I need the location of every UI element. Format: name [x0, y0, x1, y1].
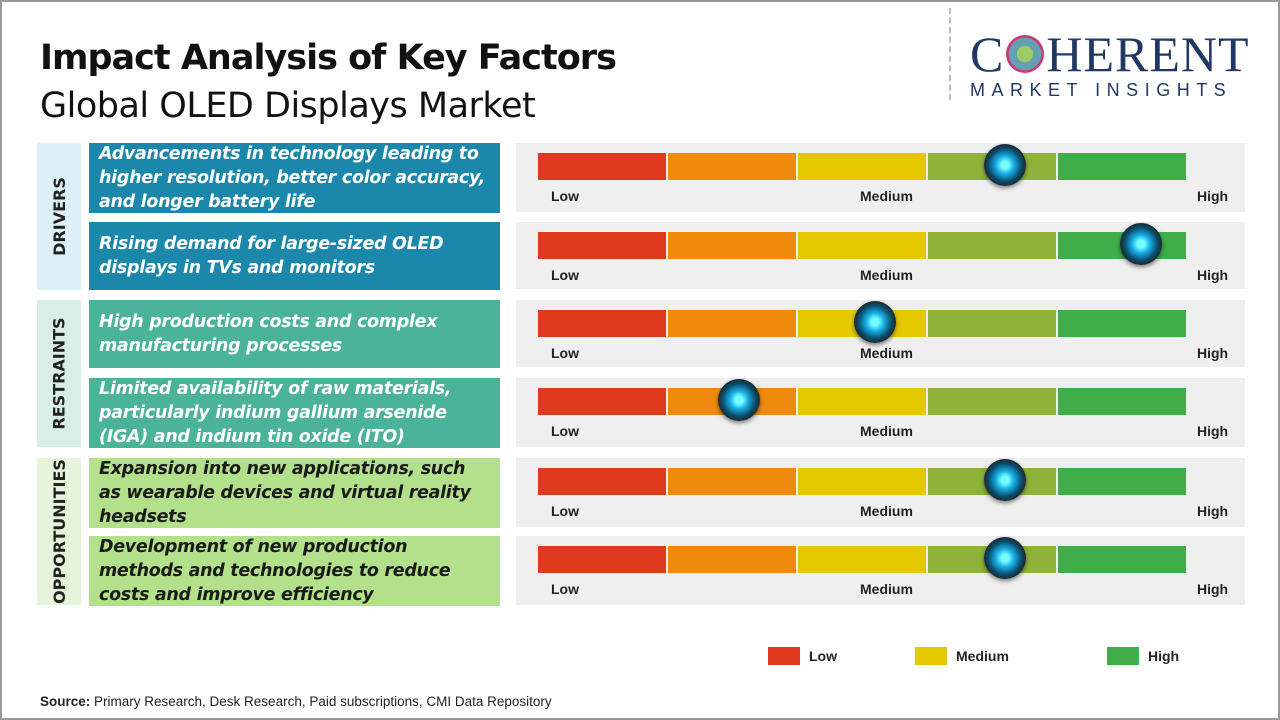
impact-segment — [798, 153, 926, 180]
legend-swatch — [768, 647, 800, 665]
scale-label-low: Low — [551, 188, 579, 204]
logo-text-right: HERENT — [1046, 26, 1250, 82]
scale-label-high: High — [1197, 581, 1229, 597]
page-subtitle: Global OLED Displays Market — [40, 86, 536, 126]
source-note: Source: Primary Research, Desk Research,… — [40, 694, 552, 709]
factor-text: Rising demand for large-sized OLED displ… — [89, 222, 500, 290]
impact-bar — [538, 546, 1186, 573]
divider — [949, 8, 951, 100]
impact-scale: Low Medium High — [516, 222, 1245, 289]
impact-scale: Low Medium High — [516, 300, 1245, 367]
impact-bar — [538, 468, 1186, 495]
scale-label-medium: Medium — [860, 423, 913, 439]
legend-item-low: Low — [768, 647, 837, 665]
impact-segment — [928, 232, 1056, 259]
impact-segment — [538, 388, 666, 415]
scale-label-low: Low — [551, 267, 579, 283]
impact-segment — [668, 310, 796, 337]
impact-bar — [538, 388, 1186, 415]
impact-scale: Low Medium High — [516, 536, 1245, 605]
legend-swatch — [915, 647, 947, 665]
impact-segment — [668, 546, 796, 573]
logo-text-left: C — [970, 26, 1005, 82]
impact-segment — [538, 310, 666, 337]
page-title: Impact Analysis of Key Factors — [40, 38, 617, 78]
factor-text: High production costs and complex manufa… — [89, 300, 500, 368]
factor-text: Advancements in technology leading to hi… — [89, 143, 500, 213]
logo-subtext: MARKET INSIGHTS — [970, 80, 1233, 100]
scale-label-medium: Medium — [860, 345, 913, 361]
impact-segment — [1058, 546, 1186, 573]
scale-label-medium: Medium — [860, 188, 913, 204]
impact-segment — [668, 468, 796, 495]
scale-label-high: High — [1197, 188, 1229, 204]
scale-label-low: Low — [551, 423, 579, 439]
scale-label-low: Low — [551, 581, 579, 597]
impact-segment — [538, 546, 666, 573]
impact-scale: Low Medium High — [516, 458, 1245, 527]
scale-label-high: High — [1197, 503, 1229, 519]
impact-segment — [928, 310, 1056, 337]
category-drivers: DRIVERS — [37, 143, 81, 290]
impact-segment — [538, 468, 666, 495]
scale-label-high: High — [1197, 345, 1229, 361]
impact-scale: Low Medium High — [516, 143, 1245, 212]
scale-label-medium: Medium — [860, 581, 913, 597]
scale-label-high: High — [1197, 423, 1229, 439]
category-opportunities: OPPORTUNITIES — [37, 458, 81, 605]
impact-indicator — [853, 301, 896, 343]
impact-segment — [1058, 153, 1186, 180]
scale-label-high: High — [1197, 267, 1229, 283]
scale-label-medium: Medium — [860, 267, 913, 283]
legend-item-high: High — [1107, 647, 1179, 665]
impact-segment — [668, 153, 796, 180]
factor-text: Development of new production methods an… — [89, 536, 500, 606]
category-label: OPPORTUNITIES — [49, 459, 69, 604]
impact-indicator — [983, 144, 1026, 186]
legend-item-medium: Medium — [915, 647, 1009, 665]
impact-segment — [798, 468, 926, 495]
impact-scale: Low Medium High — [516, 378, 1245, 447]
globe-icon — [1006, 35, 1045, 73]
impact-bar — [538, 232, 1186, 259]
scale-label-medium: Medium — [860, 503, 913, 519]
scale-label-low: Low — [551, 345, 579, 361]
category-restraints: RESTRAINTS — [37, 300, 81, 447]
factor-text: Limited availability of raw materials, p… — [89, 378, 500, 448]
impact-segment — [798, 546, 926, 573]
factor-text: Expansion into new applications, such as… — [89, 458, 500, 528]
category-label: DRIVERS — [49, 177, 69, 256]
impact-segment — [1058, 468, 1186, 495]
impact-segment — [798, 388, 926, 415]
impact-segment — [798, 232, 926, 259]
impact-bar — [538, 153, 1186, 180]
logo: C HERENT MARKET INSIGHTS — [970, 26, 1260, 101]
impact-segment — [1058, 388, 1186, 415]
impact-segment — [1058, 310, 1186, 337]
impact-indicator — [983, 537, 1026, 579]
impact-segment — [538, 153, 666, 180]
impact-segment — [538, 232, 666, 259]
impact-bar — [538, 310, 1186, 337]
impact-segment — [668, 232, 796, 259]
category-label: RESTRAINTS — [49, 317, 69, 430]
impact-segment — [928, 388, 1056, 415]
legend-swatch — [1107, 647, 1139, 665]
impact-indicator — [983, 459, 1026, 501]
impact-indicator — [1119, 223, 1162, 265]
impact-indicator — [717, 379, 760, 421]
scale-label-low: Low — [551, 503, 579, 519]
